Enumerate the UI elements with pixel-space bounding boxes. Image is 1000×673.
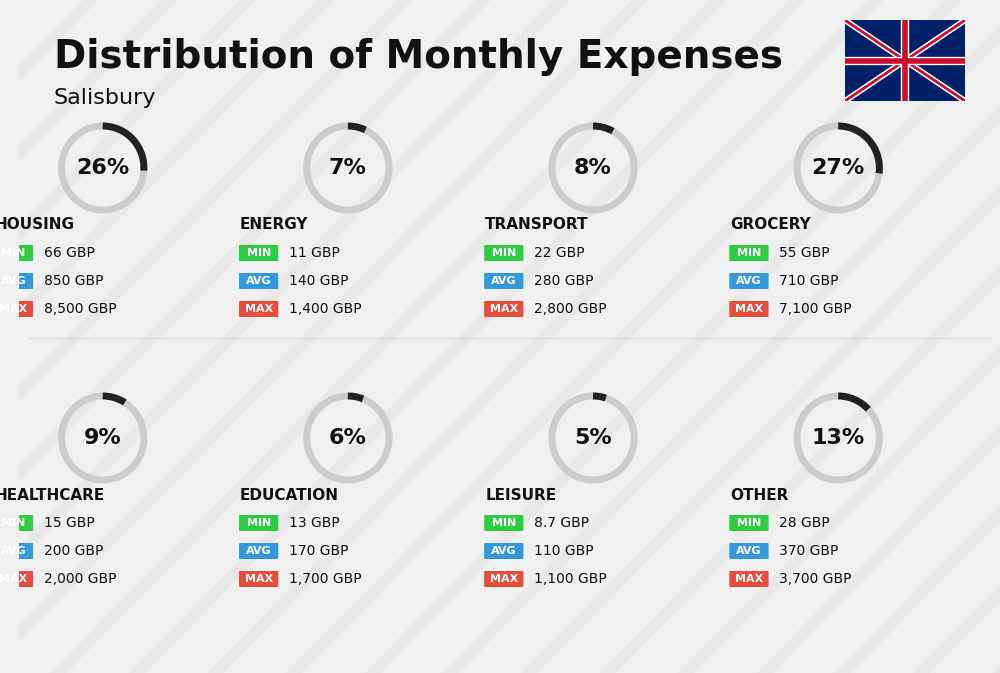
FancyBboxPatch shape <box>239 543 278 559</box>
Text: 27%: 27% <box>812 158 865 178</box>
Text: EDUCATION: EDUCATION <box>240 487 339 503</box>
Text: 11 GBP: 11 GBP <box>289 246 340 260</box>
FancyBboxPatch shape <box>484 301 523 317</box>
Text: 1,700 GBP: 1,700 GBP <box>289 572 362 586</box>
FancyBboxPatch shape <box>239 273 278 289</box>
Text: 7%: 7% <box>329 158 367 178</box>
Text: OTHER: OTHER <box>730 487 789 503</box>
FancyBboxPatch shape <box>0 273 33 289</box>
Text: AVG: AVG <box>736 276 762 286</box>
Text: 22 GBP: 22 GBP <box>534 246 585 260</box>
Text: LEISURE: LEISURE <box>485 487 556 503</box>
Text: 280 GBP: 280 GBP <box>534 274 594 288</box>
FancyBboxPatch shape <box>239 301 278 317</box>
Text: 1,100 GBP: 1,100 GBP <box>534 572 607 586</box>
Text: AVG: AVG <box>246 276 271 286</box>
Text: MIN: MIN <box>247 248 271 258</box>
Text: MAX: MAX <box>245 574 273 584</box>
Text: MAX: MAX <box>735 574 763 584</box>
FancyBboxPatch shape <box>484 273 523 289</box>
Text: 5%: 5% <box>574 428 612 448</box>
FancyBboxPatch shape <box>0 515 33 531</box>
FancyBboxPatch shape <box>729 273 769 289</box>
FancyBboxPatch shape <box>729 543 769 559</box>
FancyBboxPatch shape <box>484 543 523 559</box>
FancyBboxPatch shape <box>239 515 278 531</box>
FancyBboxPatch shape <box>239 245 278 261</box>
FancyBboxPatch shape <box>0 571 33 587</box>
Text: MAX: MAX <box>490 304 518 314</box>
Text: 55 GBP: 55 GBP <box>779 246 830 260</box>
Text: 8,500 GBP: 8,500 GBP <box>44 302 117 316</box>
Text: AVG: AVG <box>246 546 271 556</box>
Text: TRANSPORT: TRANSPORT <box>485 217 589 232</box>
Text: AVG: AVG <box>1 546 26 556</box>
FancyBboxPatch shape <box>0 543 33 559</box>
Text: AVG: AVG <box>491 276 517 286</box>
Text: 200 GBP: 200 GBP <box>44 544 103 558</box>
Text: MAX: MAX <box>0 304 28 314</box>
Text: 2,000 GBP: 2,000 GBP <box>44 572 116 586</box>
FancyBboxPatch shape <box>0 245 33 261</box>
Text: AVG: AVG <box>1 276 26 286</box>
Text: Salisbury: Salisbury <box>54 88 156 108</box>
Text: MIN: MIN <box>247 518 271 528</box>
Text: 8%: 8% <box>574 158 612 178</box>
Text: HEALTHCARE: HEALTHCARE <box>0 487 105 503</box>
FancyBboxPatch shape <box>484 571 523 587</box>
Text: 9%: 9% <box>84 428 122 448</box>
Text: MIN: MIN <box>1 518 26 528</box>
Text: MAX: MAX <box>490 574 518 584</box>
Text: 2,800 GBP: 2,800 GBP <box>534 302 607 316</box>
Text: MIN: MIN <box>492 518 516 528</box>
Text: MAX: MAX <box>245 304 273 314</box>
Text: 170 GBP: 170 GBP <box>289 544 349 558</box>
Text: 1,400 GBP: 1,400 GBP <box>289 302 362 316</box>
FancyBboxPatch shape <box>729 301 769 317</box>
Text: 13 GBP: 13 GBP <box>289 516 340 530</box>
Text: 28 GBP: 28 GBP <box>779 516 830 530</box>
Text: GROCERY: GROCERY <box>730 217 811 232</box>
FancyBboxPatch shape <box>729 571 769 587</box>
FancyBboxPatch shape <box>0 301 33 317</box>
Text: AVG: AVG <box>736 546 762 556</box>
FancyBboxPatch shape <box>239 571 278 587</box>
Text: 850 GBP: 850 GBP <box>44 274 103 288</box>
Text: 110 GBP: 110 GBP <box>534 544 594 558</box>
Text: 140 GBP: 140 GBP <box>289 274 349 288</box>
Text: 7,100 GBP: 7,100 GBP <box>779 302 852 316</box>
Text: HOUSING: HOUSING <box>0 217 75 232</box>
Text: 8.7 GBP: 8.7 GBP <box>534 516 589 530</box>
Text: MAX: MAX <box>735 304 763 314</box>
FancyBboxPatch shape <box>484 515 523 531</box>
FancyBboxPatch shape <box>729 515 769 531</box>
Text: MAX: MAX <box>0 574 28 584</box>
Text: AVG: AVG <box>491 546 517 556</box>
Text: 710 GBP: 710 GBP <box>779 274 839 288</box>
Text: 6%: 6% <box>329 428 367 448</box>
Text: MIN: MIN <box>737 518 761 528</box>
FancyBboxPatch shape <box>729 245 769 261</box>
Text: MIN: MIN <box>1 248 26 258</box>
Text: 15 GBP: 15 GBP <box>44 516 95 530</box>
Text: 66 GBP: 66 GBP <box>44 246 95 260</box>
FancyBboxPatch shape <box>484 245 523 261</box>
Text: Distribution of Monthly Expenses: Distribution of Monthly Expenses <box>54 38 783 76</box>
Text: MIN: MIN <box>492 248 516 258</box>
Text: 13%: 13% <box>812 428 865 448</box>
Text: 370 GBP: 370 GBP <box>779 544 839 558</box>
Text: 3,700 GBP: 3,700 GBP <box>779 572 852 586</box>
Text: 26%: 26% <box>76 158 129 178</box>
Text: MIN: MIN <box>737 248 761 258</box>
Text: ENERGY: ENERGY <box>240 217 309 232</box>
